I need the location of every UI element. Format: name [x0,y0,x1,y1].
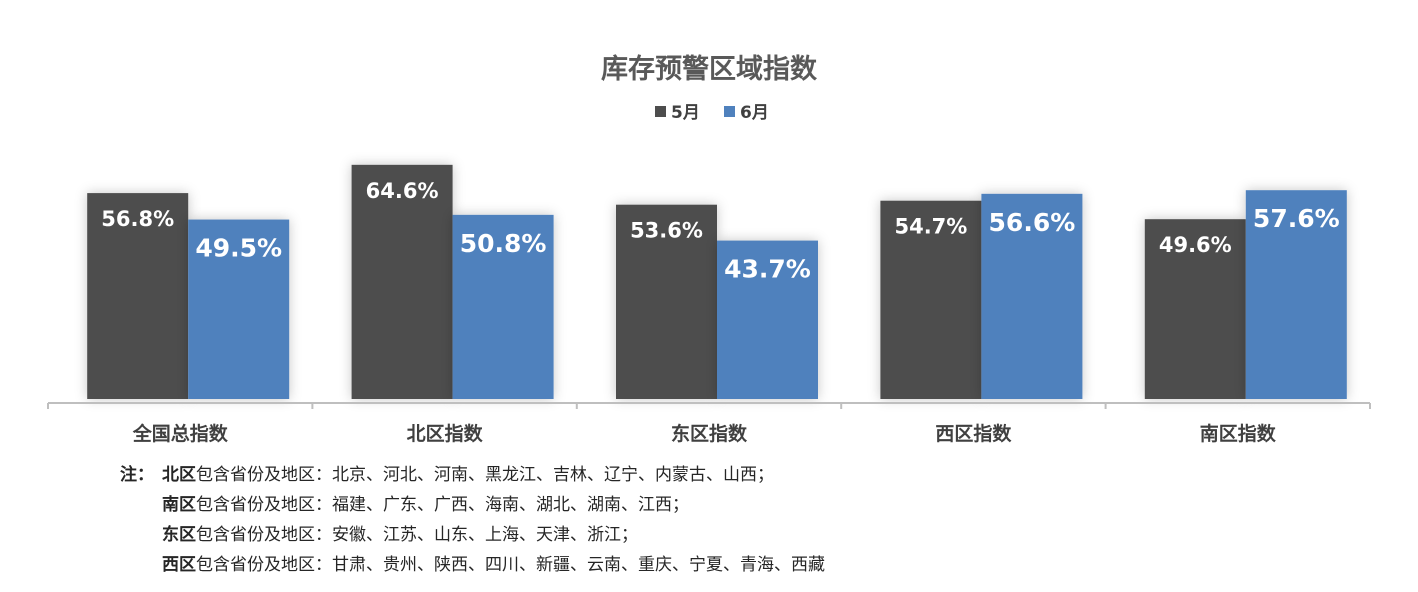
note-text: 包含省份及地区：北京、河北、河南、黑龙江、吉林、辽宁、内蒙古、山西； [196,465,774,485]
category-label-4: 南区指数 [1200,422,1277,445]
legend-label-5月: 5月 [671,103,700,123]
category-label-3: 西区指数 [935,422,1012,445]
note-west: 西区包含省份及地区：甘肃、贵州、陕西、四川、新疆、云南、重庆、宁夏、青海、西藏 [120,550,825,580]
value-label-june-3: 56.6% [989,208,1076,237]
bar-june-2 [717,240,818,399]
note-region-label: 北区 [162,465,196,485]
note-region-label: 西区 [162,555,196,575]
value-label-june-4: 57.6% [1253,204,1340,233]
note-region-label: 东区 [162,525,196,545]
value-label-june-1: 50.8% [460,229,547,258]
value-label-may-0: 56.8% [101,207,174,231]
legend: 5月 6月 [655,103,769,123]
category-label-1: 北区指数 [407,422,484,445]
category-label-2: 东区指数 [671,422,748,445]
note-region-label: 南区 [162,495,196,515]
note-east: 东区包含省份及地区：安徽、江苏、山东、上海、天津、浙江； [120,520,825,550]
chart-title: 库存预警区域指数 [601,54,818,85]
note-south: 南区包含省份及地区：福建、广东、广西、海南、湖北、湖南、江西； [120,490,825,520]
note-north: 注： 北区包含省份及地区：北京、河北、河南、黑龙江、吉林、辽宁、内蒙古、山西； [120,460,825,490]
value-label-may-1: 64.6% [366,179,439,203]
bar-may-1 [351,164,453,399]
bar-may-3 [880,200,982,399]
legend-swatch-5月 [655,106,666,117]
value-label-may-3: 54.7% [894,215,967,239]
bar-may-0 [87,193,189,399]
legend-swatch-6月 [724,106,735,117]
bar-june-1 [452,214,554,399]
x-axis: 全国总指数 北区指数 东区指数 西区指数 南区指数 [47,402,1371,445]
value-label-june-0: 49.5% [195,234,282,263]
note-text: 包含省份及地区：甘肃、贵州、陕西、四川、新疆、云南、重庆、宁夏、青海、西藏 [196,555,825,575]
bar-may-4 [1144,219,1246,399]
bar-june-3 [981,193,1083,399]
note-text: 包含省份及地区：安徽、江苏、山东、上海、天津、浙江； [196,525,638,545]
category-label-0: 全国总指数 [132,422,229,445]
legend-label-6月: 6月 [740,103,769,123]
notes-block: 注： 北区包含省份及地区：北京、河北、河南、黑龙江、吉林、辽宁、内蒙古、山西； 南… [120,460,825,580]
value-label-may-4: 49.6% [1159,233,1232,257]
note-text: 包含省份及地区：福建、广东、广西、海南、湖北、湖南、江西； [196,495,689,515]
bar-june-4 [1245,190,1347,399]
value-label-may-2: 53.6% [630,219,703,243]
bar-chart: 库存预警区域指数 5月 6月 56.8% 49.5% 64.6% 50.8% 53.6%… [47,54,1371,445]
bar-june-0 [188,219,290,399]
note-prefix: 注： [120,465,154,485]
bars-group [87,164,1347,399]
value-labels-group: 56.8% 49.5% 64.6% 50.8% 53.6% 43.7% 54.7% 56.6%… [101,179,1339,284]
bar-may-2 [616,204,717,399]
value-label-june-2: 43.7% [724,255,811,284]
